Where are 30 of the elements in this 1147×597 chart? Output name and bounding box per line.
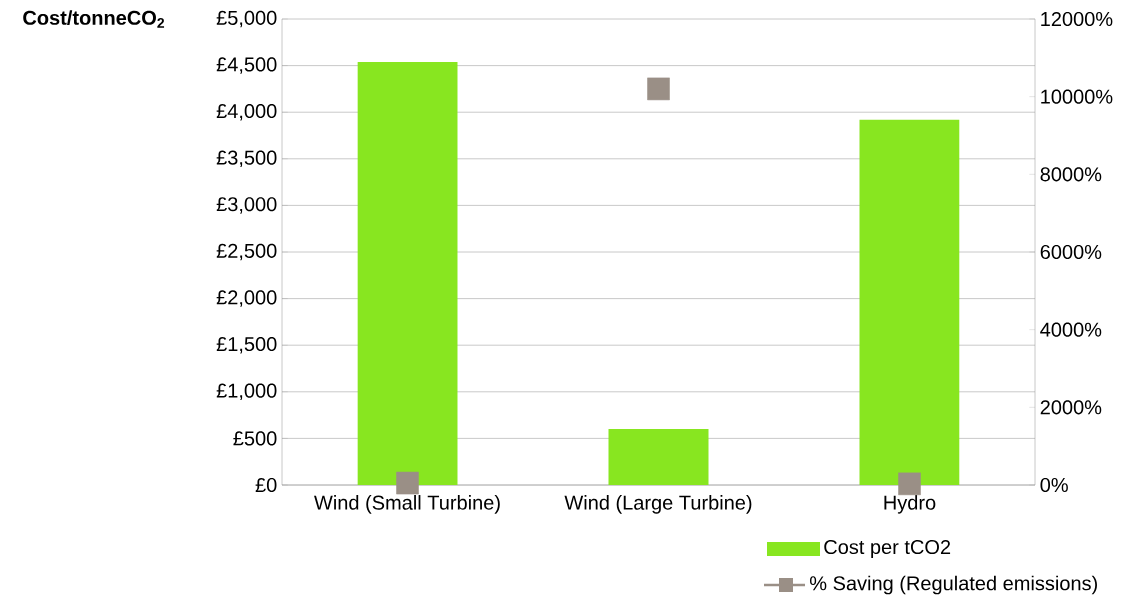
y2-tick-label: 2000% (1040, 400, 1102, 415)
point (898, 472, 921, 496)
x-tick-label: Hydro (884, 495, 936, 514)
y-tick-label: £3,000 (216, 197, 277, 214)
y2-tick-label: 10000% (1041, 89, 1113, 104)
legend-label: Cost per tCO2 (824, 539, 951, 559)
y-tick-label: £4,500 (216, 57, 277, 74)
y-tick-label: £2,000 (216, 290, 277, 307)
y-tick-label: £0 (255, 477, 277, 493)
y-tick-label: £500 (233, 431, 277, 446)
y-tick-label: £2,500 (216, 243, 277, 261)
y2-tick-label: 6000% (1040, 244, 1102, 260)
y2-tick-label: 8000% (1040, 167, 1102, 182)
bar (859, 119, 960, 485)
y-tick-label: £4,000 (216, 103, 277, 121)
y2-tick-label: 12000% (1041, 11, 1113, 27)
y-tick-label: £5,000 (216, 10, 277, 28)
y-tick-label: £1,000 (216, 383, 277, 401)
y-tick-label: £1,500 (216, 336, 277, 354)
x-tick-label: Wind (Small Turbine) (314, 495, 500, 514)
bar (608, 429, 709, 485)
y-tick-label: £3,500 (216, 150, 277, 168)
point (647, 77, 670, 101)
legend-label: % Saving (Regulated emissions) (809, 575, 1097, 595)
y2-tick-label: 4000% (1040, 322, 1102, 337)
bar (357, 61, 458, 485)
y-axis-title: Cost/tonneCO$_{2}$ (23, 10, 165, 28)
y2-tick-label: 0% (1040, 477, 1068, 493)
x-tick-label: Wind (Large Turbine) (564, 495, 752, 514)
point (396, 471, 419, 495)
